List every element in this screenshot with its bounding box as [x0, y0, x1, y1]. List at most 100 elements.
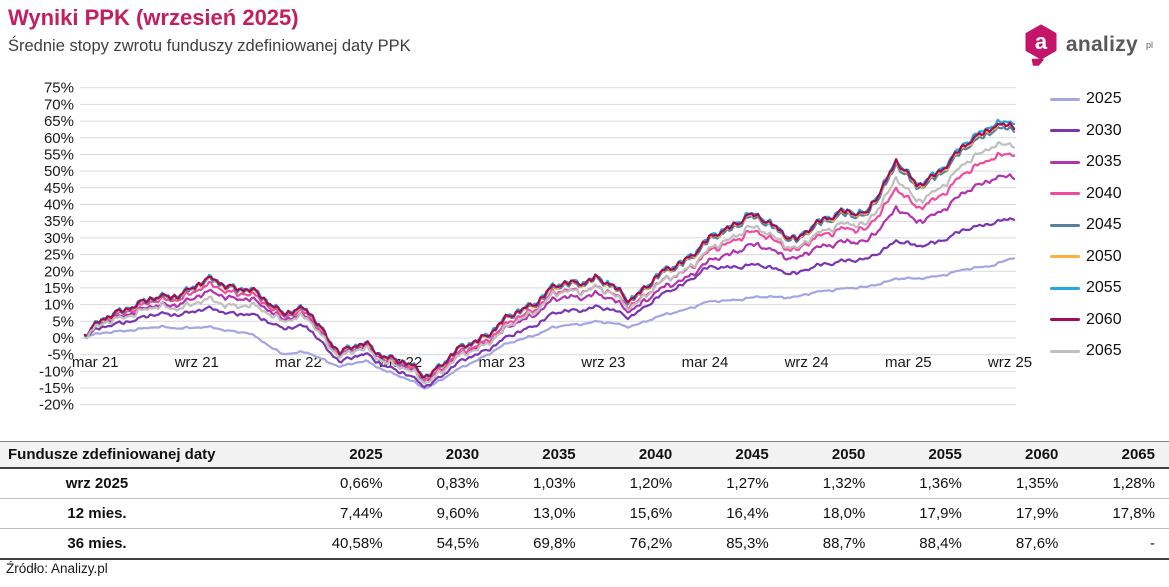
series-line-2030 — [83, 217, 1016, 389]
legend-label: 2050 — [1086, 247, 1122, 265]
legend-swatch-2050 — [1050, 255, 1080, 258]
legend-swatch-2065 — [1050, 349, 1080, 353]
x-axis-tick-label: wrz 24 — [784, 354, 829, 371]
y-axis-tick-label: -10% — [39, 363, 74, 380]
legend-item-2030: 2030 — [1050, 120, 1122, 142]
legend-label: 2045 — [1086, 216, 1122, 233]
y-axis-tick-label: 10% — [44, 297, 74, 314]
table-cell: 17,9% — [919, 505, 962, 522]
chart-legend: 2025 2030 2035 2040 2045 2050 2055 2060 2065 — [1050, 88, 1122, 372]
logo-badge-letter: a — [1035, 29, 1048, 54]
table-cell: 76,2% — [629, 535, 673, 552]
y-axis-tick-label: 25% — [44, 247, 74, 264]
analizy-logo: a analizy pl — [1023, 24, 1153, 66]
table-cell: 17,8% — [1112, 505, 1155, 522]
y-axis-tick-label: 60% — [44, 130, 74, 147]
table-header-year: 2035 — [542, 446, 576, 463]
series-line-2050 — [83, 121, 1016, 379]
results-table-wrap: Fundusze zdefiniowanej daty 2025 2030 2035 2… — [0, 441, 1169, 560]
legend-swatch-2035 — [1050, 160, 1080, 164]
y-axis-tick-label: 50% — [44, 163, 74, 180]
table-row-label: wrz 2025 — [65, 475, 129, 492]
legend-swatch-2025 — [1050, 97, 1080, 101]
legend-swatch-2030 — [1050, 129, 1080, 132]
series-line-2055 — [83, 118, 1016, 379]
source-note: Źródło: Analizy.pl — [6, 561, 108, 576]
table-header-year: 2065 — [1121, 446, 1155, 463]
y-axis-tick-label: 70% — [44, 96, 74, 113]
y-axis-tick-label: 65% — [44, 113, 74, 130]
table-header-year: 2025 — [349, 446, 383, 463]
y-axis-tick-label: -20% — [39, 397, 74, 414]
y-axis-tick-label: 40% — [44, 197, 74, 214]
table-cell: 7,44% — [340, 505, 383, 522]
legend-label: 2055 — [1086, 279, 1122, 296]
y-axis-tick-label: 45% — [44, 180, 74, 197]
page-subtitle: Średnie stopy zwrotu funduszy zdefiniowa… — [8, 37, 411, 55]
x-axis-tick-label: mar 21 — [72, 354, 119, 371]
table-row: 36 mies. 40,58% 54,5% 69,8% 76,2% 85,3% 88,7% 8… — [0, 529, 1169, 559]
table-row-label: 12 mies. — [67, 505, 127, 522]
legend-label: 2040 — [1086, 184, 1122, 202]
legend-item-2025: 2025 — [1050, 88, 1122, 110]
table-cell: 9,60% — [436, 505, 480, 522]
results-table: Fundusze zdefiniowanej daty 2025 2030 2035 2… — [0, 441, 1169, 560]
table-header-year: 2030 — [445, 446, 480, 463]
x-axis-tick-label: mar 23 — [478, 354, 525, 371]
table-cell: 85,3% — [726, 535, 769, 552]
y-axis-tick-label: -5% — [47, 347, 74, 364]
analizy-logo-icon: a — [1025, 24, 1057, 66]
table-cell: 1,27% — [726, 475, 769, 492]
legend-label: 2060 — [1086, 310, 1122, 328]
x-axis-tick-label: mar 22 — [275, 354, 322, 371]
table-cell: 1,28% — [1112, 475, 1155, 492]
legend-item-2040: 2040 — [1050, 183, 1122, 205]
x-axis-tick-label: mar 24 — [682, 354, 729, 371]
table-cell: 0,83% — [436, 475, 480, 492]
x-axis-tick-label: wrz 21 — [174, 354, 219, 371]
legend-item-2045: 2045 — [1050, 214, 1122, 236]
table-header-year: 2040 — [638, 446, 673, 463]
table-header-year: 2050 — [831, 446, 866, 463]
y-axis-tick-label: -15% — [39, 380, 74, 397]
logo-text: analizy — [1065, 33, 1138, 56]
logo-superscript: pl — [1145, 40, 1153, 50]
legend-item-2055: 2055 — [1050, 277, 1122, 299]
table-cell: 15,6% — [629, 505, 673, 522]
y-axis-tick-label: 35% — [44, 213, 74, 230]
legend-swatch-2040 — [1050, 192, 1080, 195]
y-axis-tick-label: 55% — [44, 147, 74, 164]
legend-label: 2030 — [1086, 121, 1122, 139]
table-cell: - — [1150, 535, 1155, 552]
y-axis-tick-label: 75% — [44, 80, 74, 97]
table-header-label: Fundusze zdefiniowanej daty — [8, 446, 216, 463]
table-cell: 87,6% — [1015, 535, 1059, 552]
table-header-year: 2060 — [1025, 446, 1059, 463]
table-cell: 54,5% — [436, 535, 480, 552]
legend-swatch-2045 — [1050, 223, 1080, 227]
table-cell: 17,9% — [1015, 505, 1059, 522]
table-cell: 1,20% — [629, 475, 673, 492]
table-cell: 40,58% — [331, 535, 383, 552]
series-line-2025 — [83, 257, 1016, 390]
table-cell: 0,66% — [340, 475, 383, 492]
table-cell: 1,35% — [1015, 475, 1059, 492]
legend-swatch-2060 — [1050, 318, 1080, 321]
y-axis-tick-label: 5% — [52, 313, 74, 330]
table-cell: 88,7% — [822, 535, 866, 552]
table-header-year: 2055 — [928, 446, 962, 463]
legend-item-2060: 2060 — [1050, 309, 1122, 331]
table-cell: 1,36% — [919, 475, 962, 492]
x-axis-tick-label: mar 25 — [885, 354, 932, 371]
series-line-2035 — [83, 173, 1016, 382]
legend-swatch-2055 — [1050, 286, 1080, 290]
table-cell: 1,32% — [822, 475, 866, 492]
page-title: Wyniki PPK (wrzesień 2025) — [8, 5, 299, 30]
series-line-2045 — [83, 125, 1016, 380]
table-header-year: 2045 — [735, 446, 769, 463]
legend-item-2065: 2065 — [1050, 340, 1122, 362]
chart-canvas: -20%-15%-10%-5%0%5%10%15%20%25%30%35%40%… — [39, 80, 1032, 414]
table-cell: 88,4% — [919, 535, 962, 552]
table-cell: 69,8% — [533, 535, 576, 552]
table-cell: 18,0% — [822, 505, 866, 522]
